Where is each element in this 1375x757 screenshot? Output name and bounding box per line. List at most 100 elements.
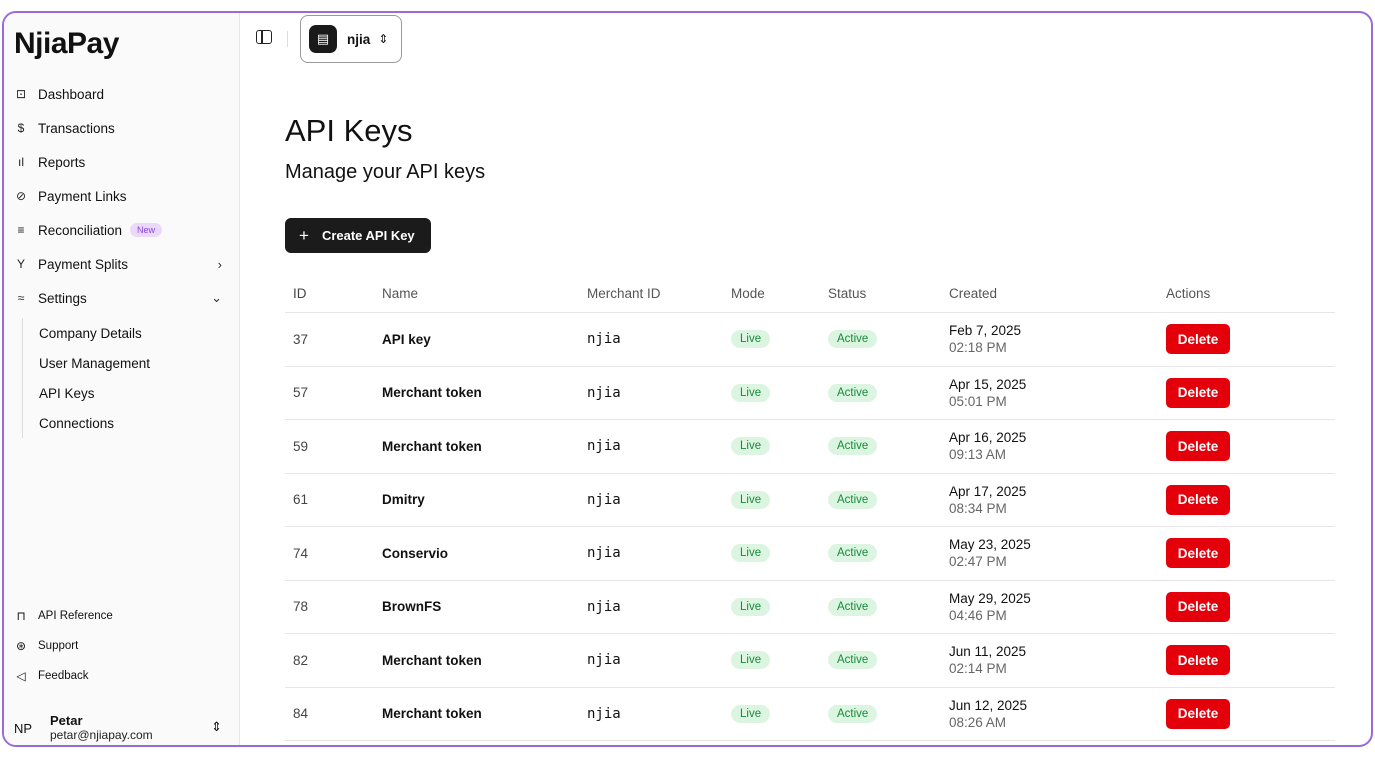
list-icon: ≡ (17, 223, 25, 237)
column-header-merchant-id: Merchant ID (587, 286, 661, 301)
created-time: 02:18 PM (949, 340, 1007, 356)
page-subtitle: Manage your API keys (285, 161, 486, 183)
lifebuoy-icon: ⊛ (15, 639, 27, 653)
sidebar-item-payment-splits[interactable]: Y Payment Splits › (14, 251, 228, 277)
created-cell: May 29, 2025 04:46 PM (949, 590, 1166, 624)
delete-button[interactable]: Delete (1166, 324, 1230, 355)
divider (287, 31, 288, 47)
key-id: 74 (293, 545, 309, 561)
delete-button[interactable]: Delete (1166, 431, 1230, 462)
created-cell: Apr 16, 2025 09:13 AM (949, 429, 1166, 463)
sidebar-subitem-connections[interactable]: Connections (39, 415, 115, 431)
status-badge: Active (828, 704, 878, 723)
chevron-up-down-icon: ⇕ (378, 32, 389, 46)
status-badge: Active (828, 597, 878, 616)
merchant-name: njia (347, 31, 371, 47)
sidebar-subitem-api-keys[interactable]: API Keys (39, 385, 95, 401)
sidebar-item-label: Reports (38, 154, 86, 170)
sidebar-subitem-user-management[interactable]: User Management (39, 355, 151, 371)
merchant-switcher[interactable]: ▤ njia ⇕ (300, 15, 402, 63)
merchant-id: njia (587, 438, 621, 455)
sidebar-item-transactions[interactable]: $ Transactions (14, 115, 228, 141)
chevron-up-down-icon: ⇕ (211, 719, 222, 734)
create-api-key-button[interactable]: + Create API Key (285, 218, 431, 253)
key-name: Dmitry (382, 492, 425, 508)
sidebar-subitem-company-details[interactable]: Company Details (39, 325, 142, 341)
sidebar-item-label: Payment Links (38, 188, 127, 204)
column-header-name: Name (382, 286, 419, 301)
created-date: Feb 7, 2025 (949, 323, 1022, 339)
table-row: 78 BrownFS njia Live Active May 29, 2025… (285, 581, 1335, 634)
created-time: 08:26 AM (949, 714, 1007, 730)
sidebar-item-reports[interactable]: ıl Reports (14, 149, 228, 175)
mode-badge: Live (731, 704, 771, 723)
sidebar-item-label: Payment Splits (38, 256, 129, 272)
sidebar-item-label: Dashboard (38, 86, 105, 102)
status-badge: Active (828, 490, 878, 509)
create-api-key-label: Create API Key (321, 228, 415, 243)
table-row: 74 Conservio njia Live Active May 23, 20… (285, 527, 1335, 581)
created-cell: Apr 15, 2025 05:01 PM (949, 376, 1166, 410)
created-time: 04:46 PM (949, 607, 1007, 623)
api-keys-table: ID Name Merchant ID Mode Status Created … (285, 275, 1335, 741)
sidebar-item-feedback[interactable]: ◁ Feedback (14, 665, 89, 687)
created-time: 05:01 PM (949, 393, 1007, 409)
key-name: Merchant token (382, 706, 482, 722)
dashboard-icon: ⊡ (15, 87, 27, 101)
delete-button[interactable]: Delete (1166, 538, 1230, 569)
table-row: 37 API key njia Live Active Feb 7, 2025 … (285, 313, 1335, 367)
mode-badge: Live (731, 383, 771, 402)
table-header: ID Name Merchant ID Mode Status Created … (285, 275, 1335, 313)
created-date: Jun 11, 2025 (949, 644, 1027, 660)
sidebar-item-payment-links[interactable]: ⊘ Payment Links (14, 183, 228, 209)
avatar: NP (14, 720, 33, 736)
delete-button[interactable]: Delete (1166, 645, 1230, 676)
created-date: Apr 17, 2025 (949, 483, 1027, 499)
created-time: 02:14 PM (949, 661, 1007, 677)
key-id: 82 (293, 652, 309, 668)
column-header-status: Status (828, 286, 867, 301)
sidebar-toggle-icon[interactable] (256, 30, 272, 44)
table-row: 84 Merchant token njia Live Active Jun 1… (285, 688, 1335, 741)
chevron-down-icon: ⌄ (211, 290, 222, 305)
key-id: 84 (293, 706, 309, 722)
mode-badge: Live (731, 330, 771, 349)
send-icon: ◁ (16, 669, 26, 683)
user-menu[interactable]: NP Petar petar@njiapay.com ⇕ (14, 711, 228, 745)
delete-button[interactable]: Delete (1166, 698, 1230, 729)
table-row: 57 Merchant token njia Live Active Apr 1… (285, 367, 1335, 420)
sidebar-item-dashboard[interactable]: ⊡ Dashboard (14, 81, 228, 107)
mode-badge: Live (731, 437, 771, 456)
sidebar-item-reconciliation[interactable]: ≡ Reconciliation New (14, 217, 228, 243)
sidebar-item-label: API Reference (38, 610, 113, 622)
dollar-circle-icon: $ (17, 121, 25, 135)
status-badge: Active (828, 544, 878, 563)
sidebar-item-settings[interactable]: ≈ Settings ⌄ (14, 285, 228, 311)
status-badge: Active (828, 383, 878, 402)
sidebar-item-label: Feedback (38, 670, 89, 682)
delete-button[interactable]: Delete (1166, 591, 1230, 622)
sidebar: NjiaPay ⊡ Dashboard $ Transactions ıl Re… (4, 13, 240, 745)
key-name: Merchant token (382, 438, 482, 454)
key-id: 57 (293, 385, 309, 401)
created-date: Apr 15, 2025 (949, 376, 1027, 392)
sidebar-item-api-reference[interactable]: ⊓ API Reference (14, 605, 113, 627)
created-time: 09:13 AM (949, 447, 1007, 463)
merchant-id: njia (587, 491, 621, 508)
sliders-icon: ≈ (17, 291, 25, 305)
column-header-created: Created (949, 286, 998, 301)
delete-button[interactable]: Delete (1166, 377, 1230, 408)
chevron-right-icon: › (217, 256, 222, 272)
building-icon: ▤ (309, 25, 337, 53)
sidebar-item-support[interactable]: ⊛ Support (14, 635, 78, 657)
app-window: NjiaPay ⊡ Dashboard $ Transactions ıl Re… (2, 11, 1373, 747)
status-badge: Active (828, 651, 878, 670)
created-cell: Jun 12, 2025 08:26 AM (949, 697, 1166, 731)
created-date: Jun 12, 2025 (949, 697, 1028, 713)
plus-icon: + (299, 225, 309, 245)
key-id: 59 (293, 438, 309, 454)
link-icon: ⊘ (15, 189, 27, 203)
user-email: petar@njiapay.com (50, 728, 153, 742)
brand-logo[interactable]: NjiaPay (14, 27, 119, 60)
delete-button[interactable]: Delete (1166, 484, 1230, 515)
